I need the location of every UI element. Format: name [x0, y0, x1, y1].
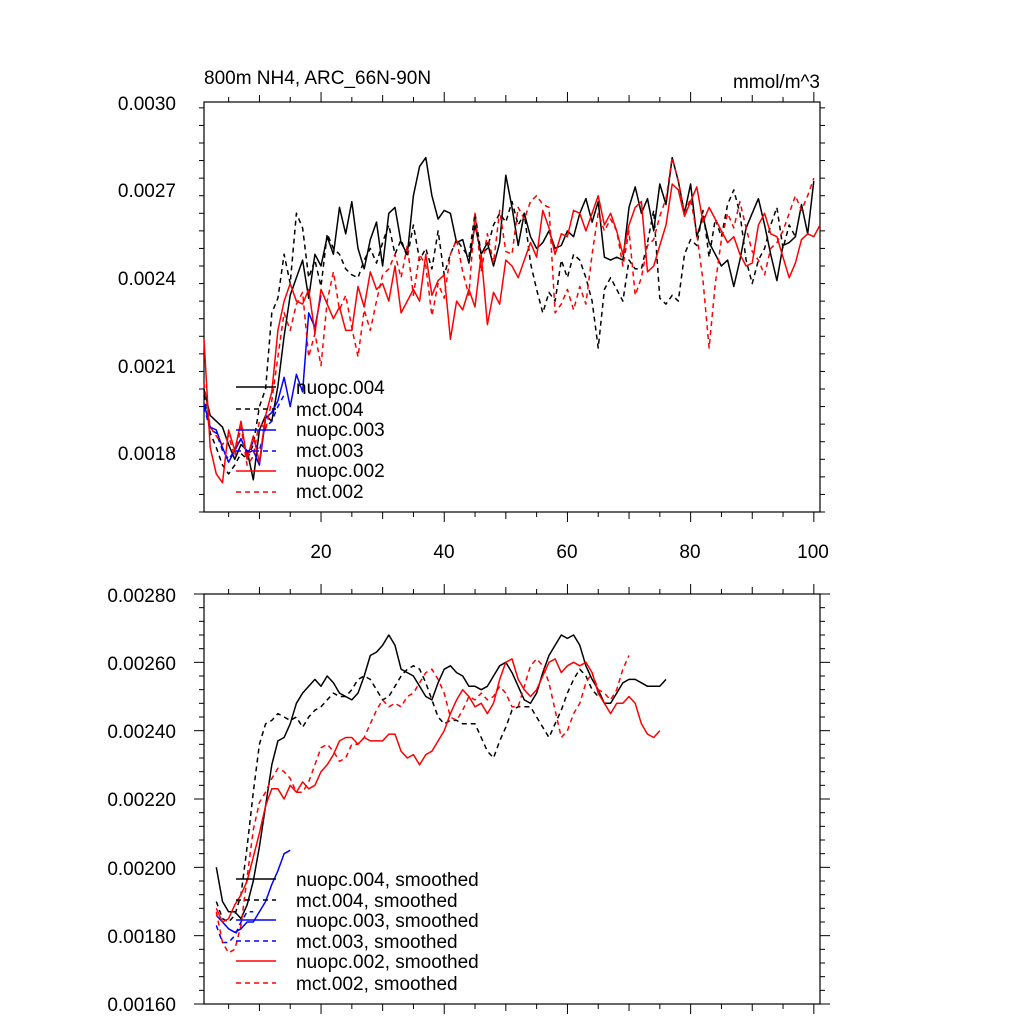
- series-line-nuopc-002: [203, 183, 821, 484]
- bottom-y-tick-label: 0.00240: [107, 722, 176, 743]
- legend-label-nuopc-002: nuopc.002: [296, 461, 385, 482]
- top-chart-title: 800m NH4, ARC_66N-90N: [204, 68, 431, 89]
- top-x-tick-label: 80: [679, 542, 700, 563]
- legend-label-mct-002: mct.002: [296, 482, 364, 503]
- legend-label-nuopc-003: nuopc.003: [296, 420, 385, 441]
- series-line-mct-004-smoothed: [215, 665, 599, 923]
- top-y-tick-label: 0.0018: [118, 444, 176, 465]
- bottom-tick-marks: [194, 584, 830, 1014]
- legend-label-mct-004-smoothed: mct.004, smoothed: [296, 891, 458, 912]
- top-y-tick-label: 0.0030: [118, 94, 176, 115]
- series-line-nuopc-004: [203, 156, 815, 481]
- bottom-legend: nuopc.004, smoothed mct.004, smoothed nu…: [236, 870, 479, 995]
- legend-label-mct-004: mct.004: [296, 400, 364, 421]
- legend-label-nuopc-004-smoothed: nuopc.004, smoothed: [296, 870, 479, 891]
- series-line-mct-002-smoothed: [215, 655, 630, 954]
- bottom-panel: 0.00160 0.00180 0.00200 0.00220 0.00240 …: [107, 584, 830, 1016]
- top-x-tick-labels: 20 40 60 80 100: [310, 542, 828, 563]
- legend-label-nuopc-004: nuopc.004: [296, 378, 385, 399]
- series-line-mct-003-smoothed: [215, 911, 254, 944]
- bottom-y-tick-label: 0.00280: [107, 586, 176, 607]
- bottom-y-tick-label: 0.00160: [107, 995, 176, 1016]
- top-x-tick-label: 60: [556, 542, 577, 563]
- series-line-nuopc-003-smoothed: [215, 849, 291, 934]
- series-line-mct-003: [203, 394, 285, 461]
- legend-label-nuopc-002-smoothed: nuopc.002, smoothed: [296, 952, 479, 973]
- top-x-tick-label: 100: [797, 542, 829, 563]
- bottom-y-tick-labels: 0.00160 0.00180 0.00200 0.00220 0.00240 …: [107, 586, 176, 1016]
- top-plot-frame: [203, 101, 821, 513]
- top-chart-units: mmol/m^3: [733, 72, 820, 93]
- top-y-tick-label: 0.0021: [118, 357, 176, 378]
- bottom-y-tick-label: 0.00260: [107, 654, 176, 675]
- series-line-nuopc-004-smoothed: [215, 634, 667, 920]
- bottom-series-group: [215, 634, 667, 954]
- legend-label-mct-003-smoothed: mct.003, smoothed: [296, 932, 458, 953]
- top-panel: 800m NH4, ARC_66N-90N mmol/m^3 0.0018 0.…: [118, 68, 829, 563]
- legend-label-mct-002-smoothed: mct.002, smoothed: [296, 974, 458, 995]
- top-x-tick-label: 20: [310, 542, 331, 563]
- series-line-nuopc-002-smoothed: [215, 658, 661, 923]
- top-legend: nuopc.004 mct.004 nuopc.003 mct.003 nuop…: [236, 378, 385, 503]
- bottom-y-tick-label: 0.00220: [107, 790, 176, 811]
- series-line-mct-004: [203, 189, 797, 475]
- top-x-tick-label: 40: [433, 542, 454, 563]
- series-line-mct-002: [203, 156, 815, 466]
- top-y-tick-label: 0.0027: [118, 181, 176, 202]
- legend-label-nuopc-003-smoothed: nuopc.003, smoothed: [296, 911, 479, 932]
- top-series-group: [203, 156, 821, 484]
- bottom-y-tick-label: 0.00200: [107, 859, 176, 880]
- top-y-tick-label: 0.0024: [118, 269, 177, 290]
- top-y-tick-labels: 0.0018 0.0021 0.0024 0.0027 0.0030: [118, 94, 177, 465]
- bottom-y-tick-label: 0.00180: [107, 927, 176, 948]
- legend-label-mct-003: mct.003: [296, 441, 364, 462]
- top-tick-marks: [199, 92, 825, 522]
